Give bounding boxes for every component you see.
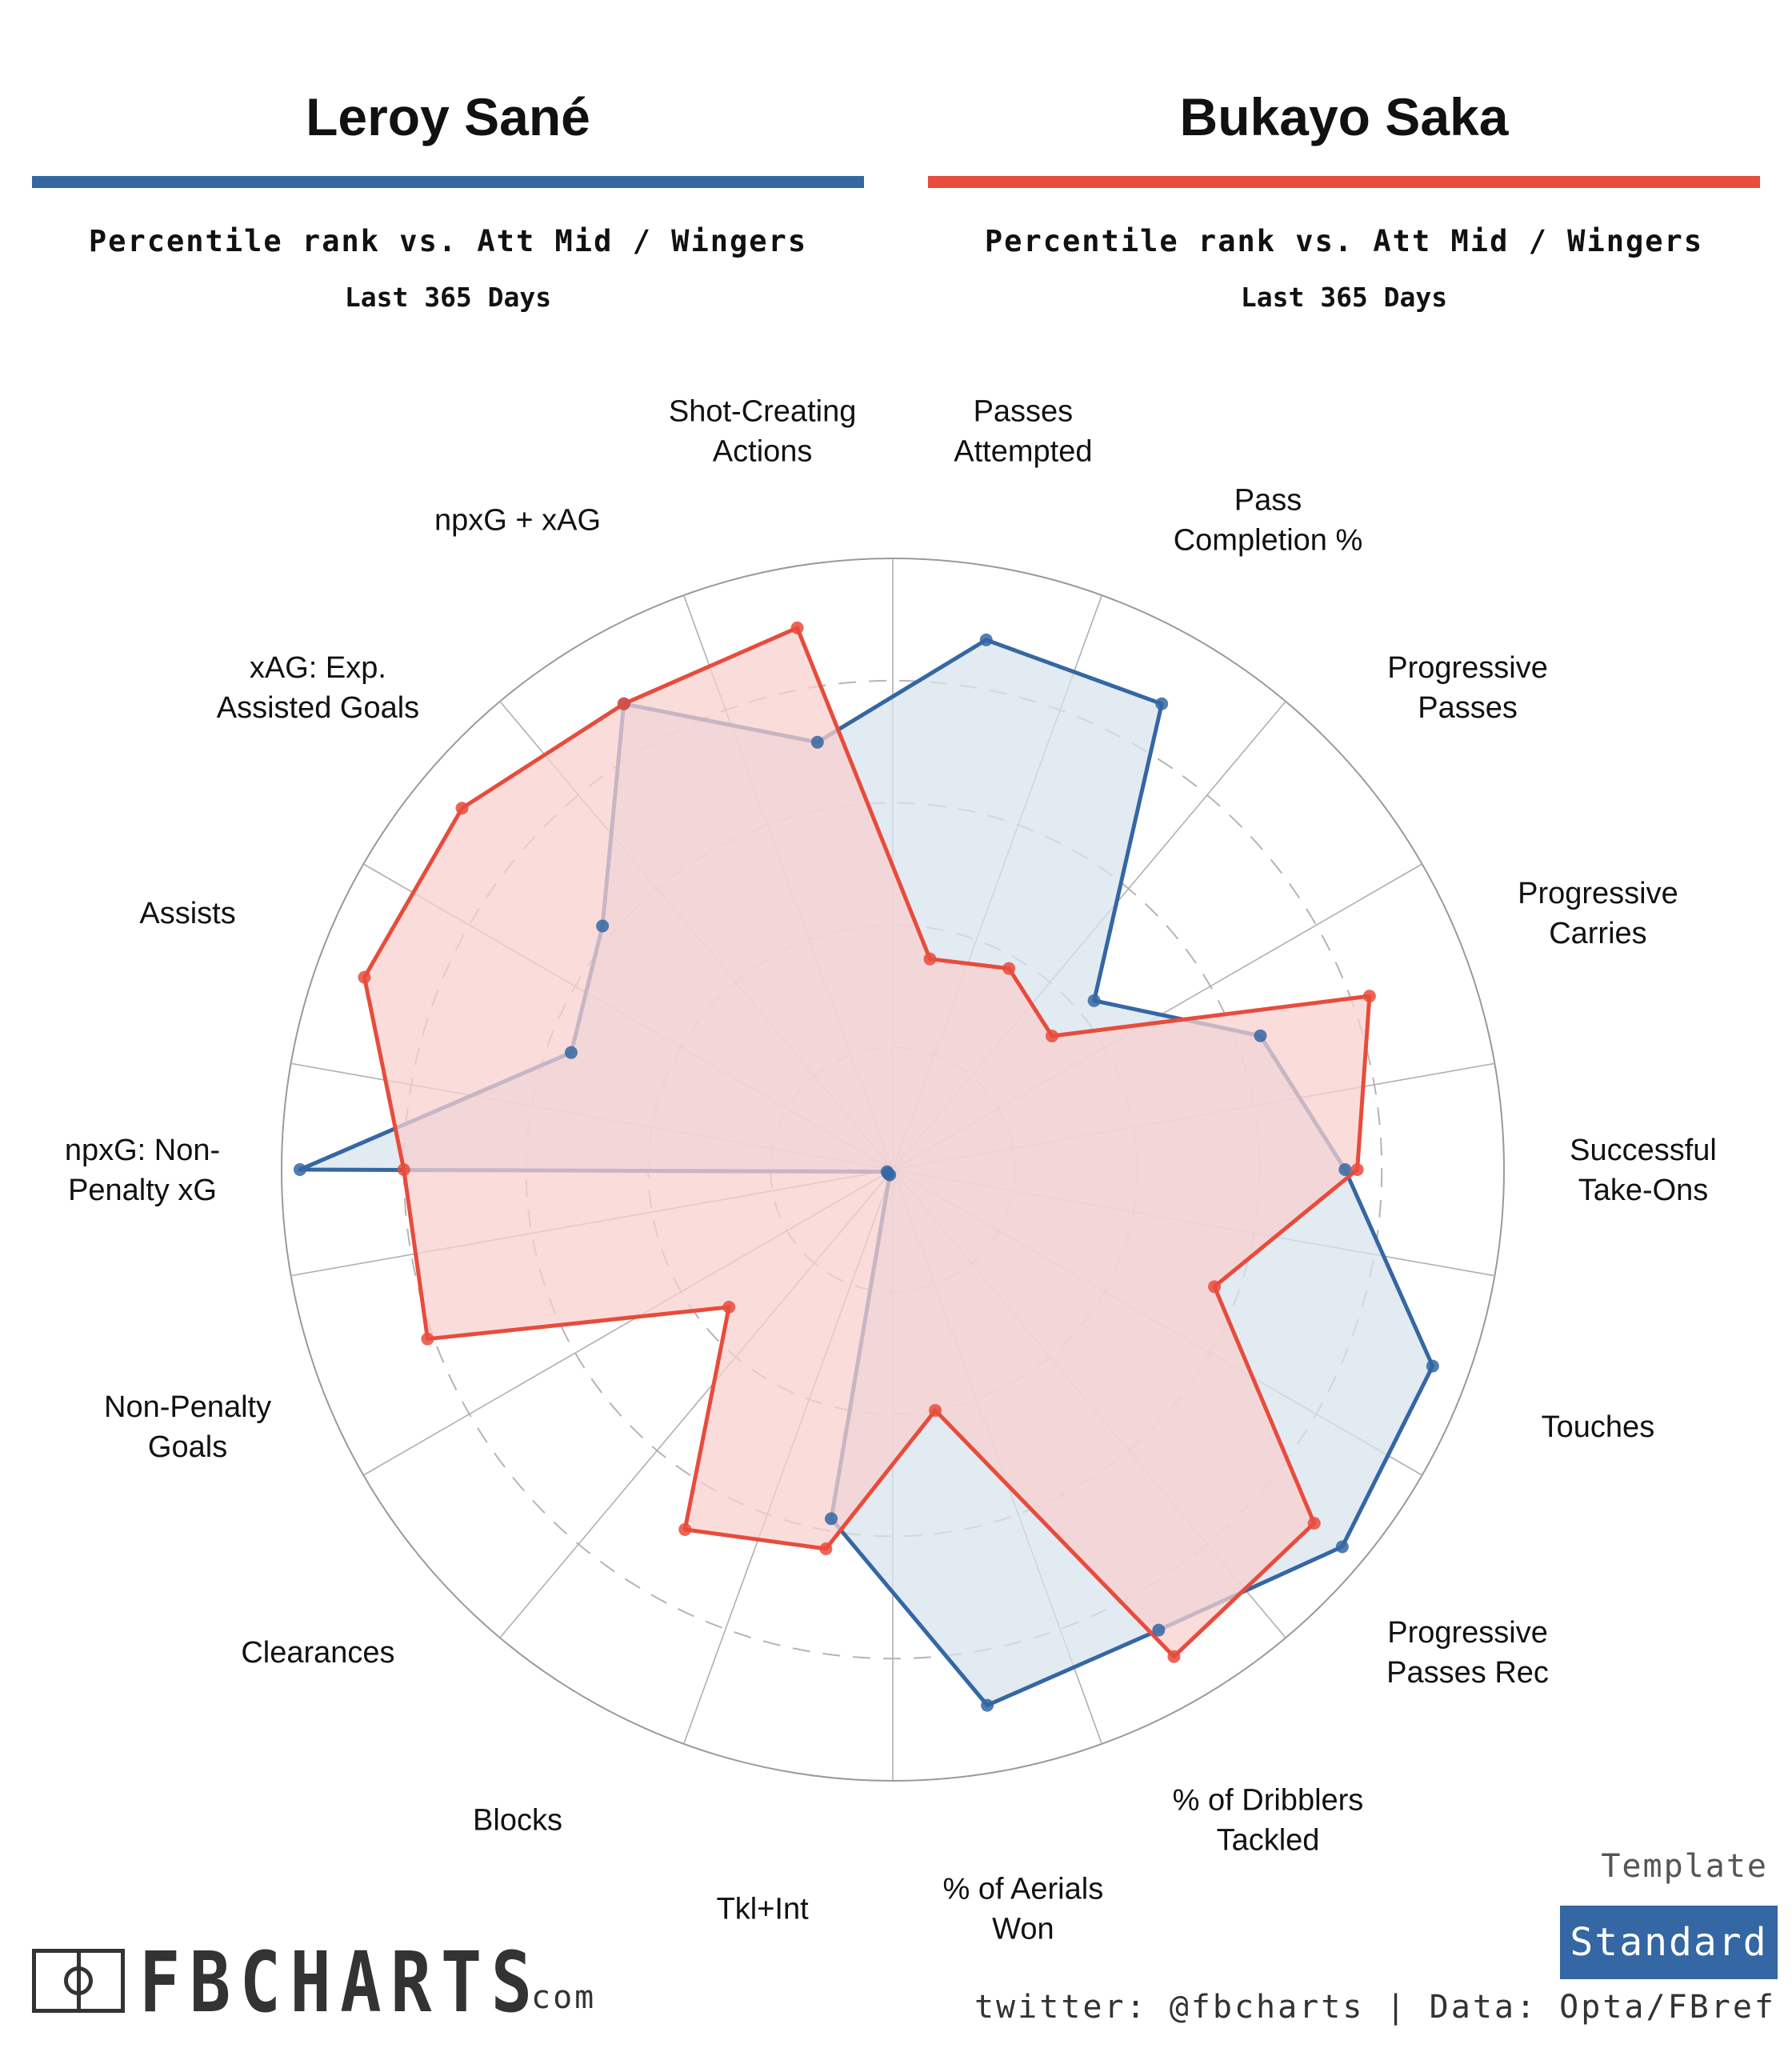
data-point	[790, 621, 804, 634]
data-point	[1426, 1359, 1439, 1373]
data-point	[810, 735, 824, 749]
data-point	[293, 1163, 306, 1176]
axis-label-line: Assisted Goals	[217, 691, 419, 725]
brand-logo: FBCHARTS .com	[32, 1936, 596, 2024]
data-point	[722, 1300, 736, 1314]
player-right-subtitle: Percentile rank vs. Att Mid / Wingers	[984, 224, 1704, 258]
axis-label: xAG: Exp. Assisted Goals	[217, 651, 419, 725]
player-left-name: Leroy Sané	[306, 87, 590, 146]
data-point	[397, 1163, 410, 1176]
axis-label: Successful Take-Ons	[1570, 1134, 1717, 1207]
axis-label-line: Passes	[974, 394, 1074, 428]
axis-label-line: Take-Ons	[1578, 1174, 1709, 1207]
data-point	[1362, 990, 1376, 1003]
axis-label-line: Touches	[1542, 1410, 1655, 1444]
data-point	[1338, 1163, 1352, 1176]
axis-label-line: Clearances	[241, 1636, 394, 1670]
axis-label: Pass Completion %	[1174, 484, 1363, 558]
data-point	[1002, 962, 1016, 975]
data-point	[880, 1165, 894, 1178]
axis-label-line: Blocks	[473, 1803, 562, 1837]
axis-label-line: Tkl+Int	[717, 1893, 810, 1926]
brand-suffix: .com	[509, 1979, 597, 2016]
axis-label-line: xAG: Exp.	[250, 651, 386, 685]
axis-label-line: npxG: Non-	[65, 1134, 220, 1167]
data-point	[1152, 1623, 1166, 1637]
axis-label: Passes Attempted	[954, 394, 1092, 468]
data-point	[981, 1698, 994, 1712]
data-point	[617, 697, 630, 710]
data-point	[1335, 1540, 1349, 1554]
axis-label: Touches	[1542, 1410, 1655, 1444]
data-point	[421, 1332, 434, 1346]
data-point	[1350, 1163, 1364, 1176]
axis-label-line: Completion %	[1174, 524, 1363, 558]
player-right-name: Bukayo Saka	[1179, 87, 1509, 146]
axis-label: Progressive Carries	[1518, 877, 1678, 950]
data-point	[923, 952, 937, 966]
data-point	[825, 1512, 838, 1526]
axis-label-line: Successful	[1570, 1134, 1717, 1167]
axis-label-line: Non-Penalty	[104, 1390, 271, 1424]
template-label: Template	[1601, 1848, 1768, 1885]
brand-name: FBCHARTS	[139, 1934, 542, 2031]
axis-label: Tkl+Int	[717, 1893, 810, 1926]
data-point	[1167, 1650, 1181, 1663]
axis-label-line: Attempted	[954, 434, 1092, 468]
data-point	[678, 1522, 692, 1536]
radar-series	[293, 621, 1439, 1712]
pitch-icon	[32, 1949, 125, 2013]
data-point	[455, 802, 469, 815]
axis-label-line: Won	[992, 1913, 1054, 1946]
axis-label: npxG + xAG	[434, 504, 601, 538]
axis-label-line: % of Dribblers	[1173, 1783, 1364, 1817]
data-point	[1254, 1029, 1267, 1042]
axis-label-line: Shot-Creating	[669, 394, 856, 428]
data-credit: twitter: @fbcharts | Data: Opta/FBref	[974, 1989, 1776, 2026]
data-point	[1155, 697, 1169, 710]
axis-label-line: Actions	[713, 434, 813, 468]
axis-label-line: Passes Rec	[1386, 1656, 1549, 1690]
data-point	[1087, 994, 1101, 1007]
data-point	[979, 633, 993, 646]
axis-label: Blocks	[473, 1803, 562, 1837]
axis-label: Progressive Passes Rec	[1386, 1616, 1549, 1690]
axis-label-line: Passes	[1418, 691, 1518, 725]
player-left-period: Last 365 Days	[344, 282, 552, 313]
player-left-bar	[32, 176, 864, 188]
axis-label: Non-Penalty Goals	[104, 1390, 271, 1464]
axis-label-line: % of Aerials	[943, 1873, 1104, 1906]
axis-label: Progressive Passes	[1387, 651, 1548, 725]
player-right-period: Last 365 Days	[1240, 282, 1448, 313]
axis-label: Shot-Creating Actions	[669, 394, 856, 468]
data-point	[1045, 1030, 1058, 1043]
player-left-subtitle: Percentile rank vs. Att Mid / Wingers	[88, 224, 808, 258]
axis-label-line: Penalty xG	[68, 1174, 217, 1207]
radar-axis-labels: Passes Attempted Pass Completion % Progressi…	[65, 394, 1717, 1946]
data-point	[1208, 1280, 1222, 1294]
data-point	[929, 1403, 942, 1417]
axis-label-line: Tackled	[1217, 1823, 1320, 1857]
axis-label-line: Goals	[148, 1430, 227, 1464]
axis-label: npxG: Non- Penalty xG	[65, 1134, 220, 1207]
axis-label: % of Aerials Won	[943, 1873, 1104, 1946]
axis-label-line: npxG + xAG	[434, 504, 601, 538]
axis-label: Clearances	[241, 1636, 394, 1670]
data-point	[358, 970, 371, 984]
axis-label-line: Assists	[139, 897, 235, 930]
axis-label-line: Progressive	[1518, 877, 1678, 910]
data-point	[819, 1542, 833, 1556]
data-point	[1307, 1516, 1321, 1530]
data-point	[564, 1046, 578, 1059]
axis-label-line: Progressive	[1387, 651, 1548, 685]
template-badge: Standard	[1560, 1906, 1778, 1979]
data-point	[596, 919, 610, 933]
axis-label-line: Carries	[1549, 917, 1646, 950]
axis-label-line: Pass	[1234, 484, 1302, 518]
axis-label: % of Dribblers Tackled	[1173, 1783, 1364, 1857]
player-right-bar	[928, 176, 1760, 188]
axis-label: Assists	[139, 897, 235, 930]
axis-label-line: Progressive	[1387, 1616, 1548, 1650]
